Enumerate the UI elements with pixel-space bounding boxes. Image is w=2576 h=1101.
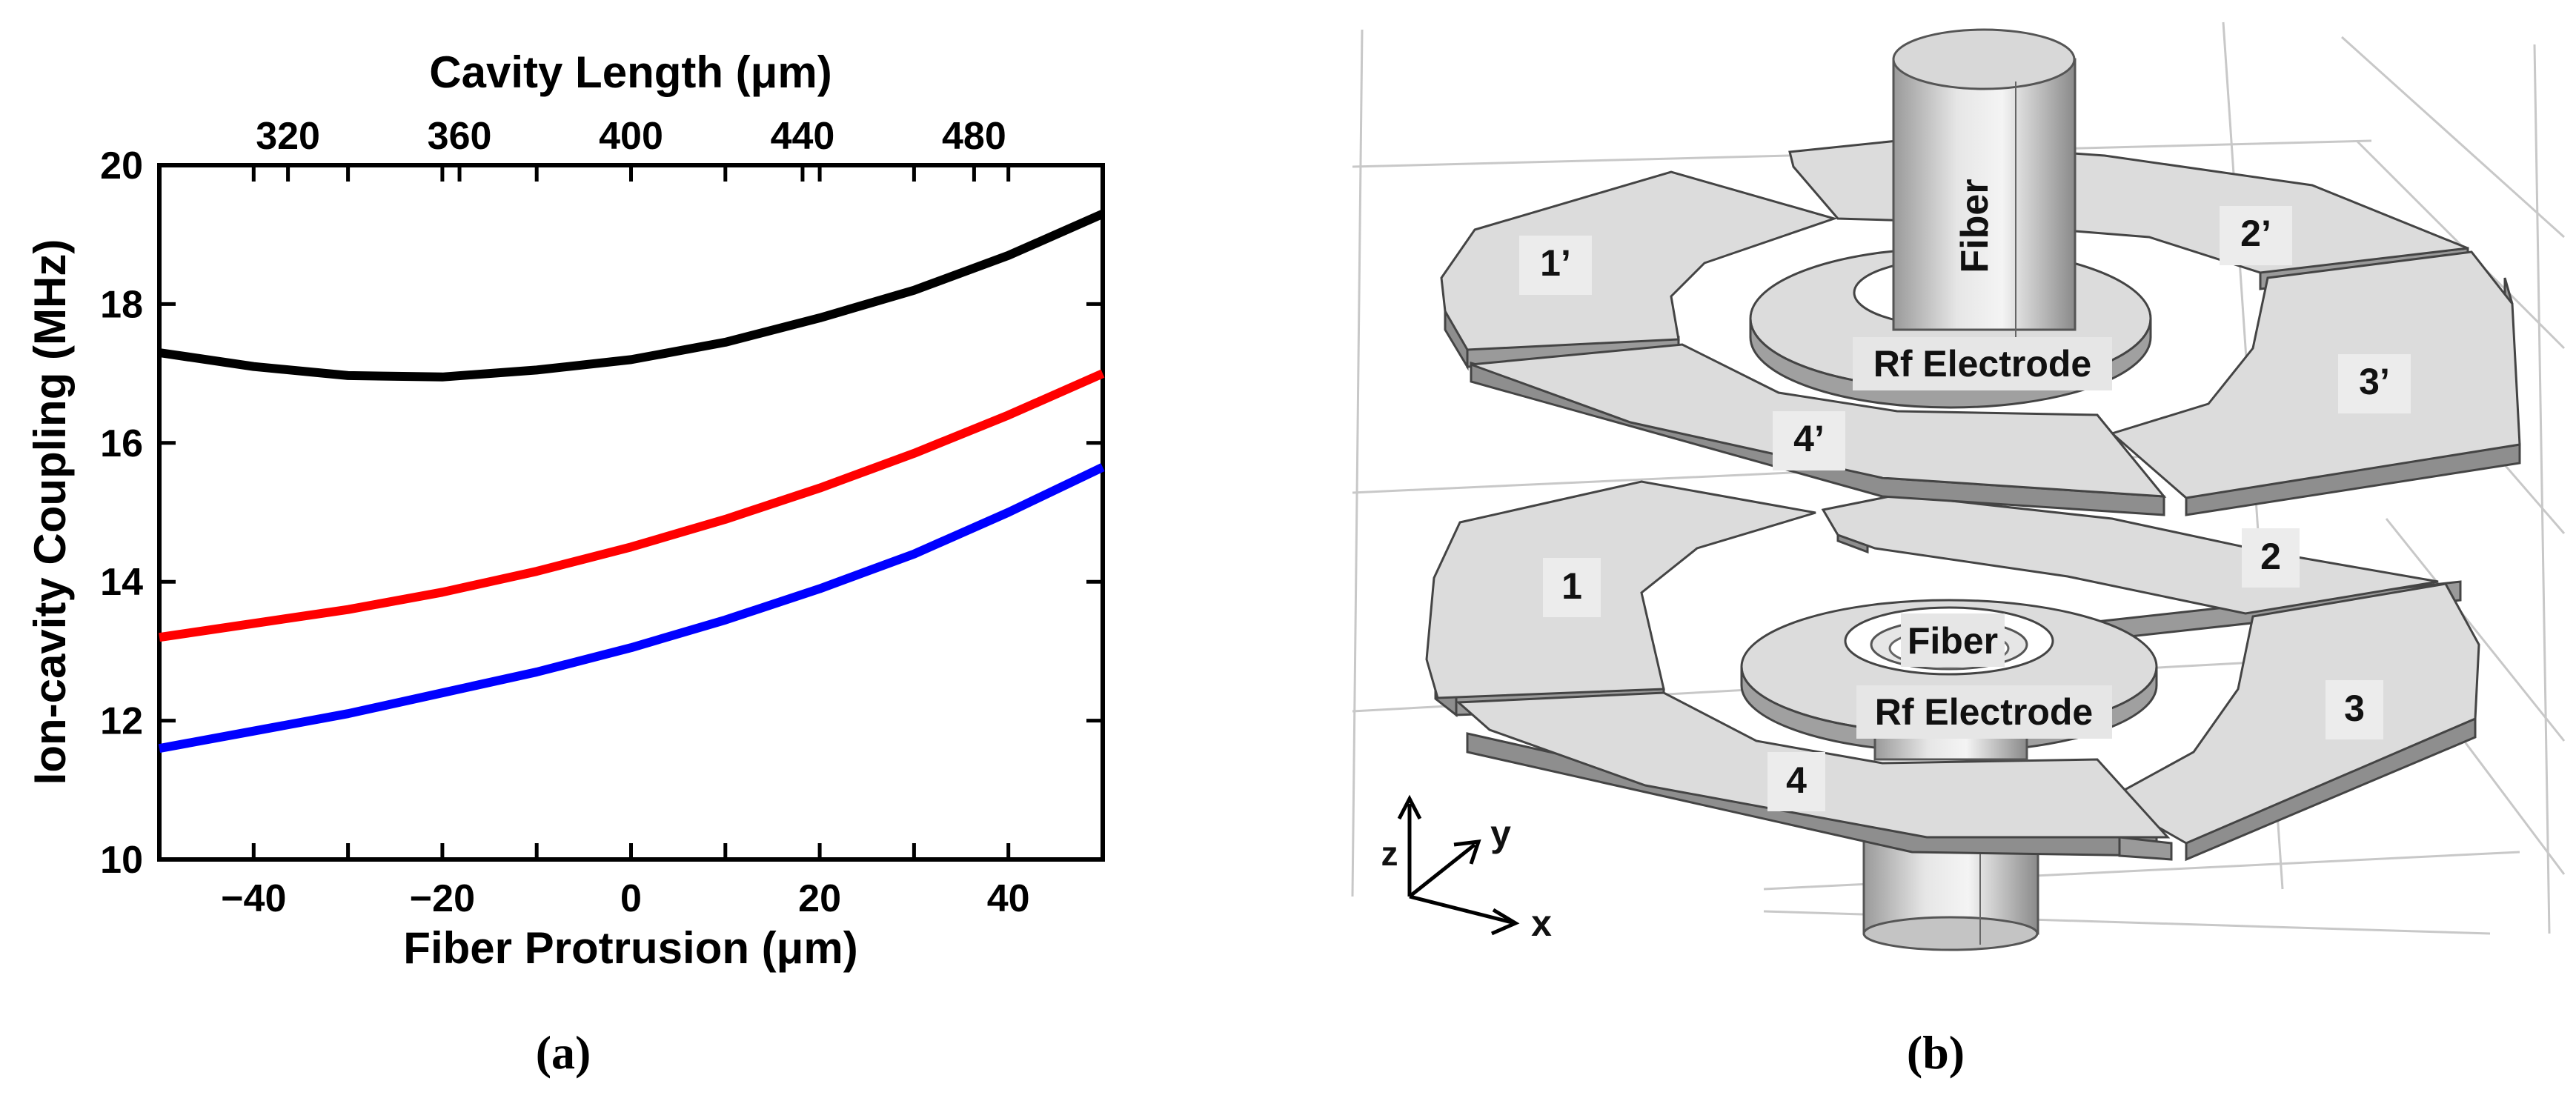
y-tick-label: 10 (100, 839, 143, 882)
top-tick-label: 480 (942, 115, 1006, 158)
y-tick-label: 20 (100, 144, 143, 187)
label-top-fiber: Fiber (1953, 179, 1996, 273)
label-segment-4: 4 (1786, 759, 1807, 801)
panel-label-b: (b) (1907, 1026, 1965, 1079)
axes-indicator (1397, 794, 1520, 936)
segment-1 (1425, 480, 1816, 699)
coupling-chart: −40 −20 0 20 40 10 12 14 16 18 20 320 360 400 440 480 C… (25, 47, 1105, 973)
axis-label-z: z (1381, 834, 1398, 873)
series-layer (158, 210, 1105, 754)
label-segment-4-prime: 4’ (1793, 418, 1825, 459)
electrode-diagram: 1’ 2’ 3’ 4’ Fiber Rf Electrode 1 2 3 4 F… (1351, 21, 2566, 951)
y-tick-label: 14 (100, 561, 143, 604)
segment-3-prime (2109, 250, 2521, 499)
axis-label-y: y (1490, 813, 1511, 854)
label-segment-3-prime: 3’ (2359, 361, 2390, 402)
top-tick-label: 320 (256, 115, 320, 158)
ticks-layer: −40 −20 0 20 40 10 12 14 16 18 20 320 360 400 440 480 (100, 115, 1105, 920)
x-tick-label: 20 (798, 877, 841, 920)
x-tick-label: 0 (620, 877, 642, 920)
series-line-2 (159, 369, 1105, 642)
top-tick-label: 440 (771, 115, 835, 158)
y-tick-label: 12 (100, 700, 143, 743)
segment-1-prime (1440, 170, 1838, 351)
label-segment-2: 2 (2260, 536, 2281, 577)
panel-label-a: (a) (536, 1026, 591, 1079)
segment-3 (2105, 582, 2480, 845)
label-segment-3: 3 (2344, 688, 2365, 729)
diagram-labels: 1’ 2’ 3’ 4’ Fiber Rf Electrode 1 2 3 4 F… (1519, 179, 2411, 811)
label-segment-1: 1 (1561, 565, 1582, 607)
y-tick-label: 16 (100, 422, 143, 465)
top-tick-label: 360 (428, 115, 492, 158)
series-line-1 (159, 210, 1105, 382)
y-tick-label: 18 (100, 283, 143, 326)
top-axis-label: Cavity Length (μm) (429, 47, 831, 97)
series-line-3 (158, 463, 1105, 754)
upper-fiber-cylinder (1892, 28, 2077, 337)
top-tick-label: 400 (599, 115, 663, 158)
axis-label-x: x (1531, 902, 1552, 944)
label-segment-2-prime: 2’ (2240, 213, 2271, 254)
x-tick-label: −20 (410, 877, 475, 920)
label-bottom-rf: Rf Electrode (1875, 691, 2094, 733)
x-axis-label: Fiber Protrusion (μm) (403, 923, 857, 973)
y-axis-label: Ion-cavity Coupling (MHz) (25, 239, 75, 785)
label-segment-1-prime: 1’ (1540, 242, 1571, 284)
lower-electrode-plane (1425, 480, 2480, 862)
label-bottom-fiber: Fiber (1908, 620, 1998, 662)
x-tick-label: 40 (987, 877, 1030, 920)
label-top-rf: Rf Electrode (1873, 343, 2092, 385)
x-tick-label: −40 (221, 877, 286, 920)
